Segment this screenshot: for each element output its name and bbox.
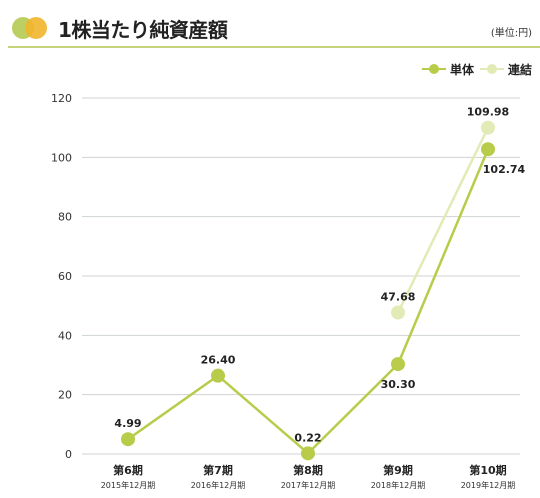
- x-subcategory-label: 2018年12月期: [371, 480, 426, 490]
- legend-single-label: 単体: [449, 62, 474, 77]
- x-category-label: 第7期: [203, 463, 233, 477]
- y-tick-label: 20: [58, 389, 72, 402]
- y-tick-label: 80: [58, 211, 72, 224]
- legend-consolidated-label: 連結: [507, 62, 532, 77]
- data-point-single: [211, 368, 225, 383]
- data-point-single: [301, 446, 315, 461]
- x-category-label: 第10期: [469, 463, 506, 477]
- page-title: 1株当たり純資産額: [58, 18, 228, 42]
- title-dots-icon: [12, 17, 52, 39]
- y-tick-label: 120: [51, 92, 72, 105]
- chart-header: 1株当たり純資産額 (単位:円): [0, 0, 540, 46]
- x-category-label: 第9期: [383, 463, 413, 477]
- data-label-consolidated: 47.68: [381, 291, 416, 304]
- data-label-consolidated: 109.98: [467, 106, 509, 119]
- x-category-label: 第8期: [293, 463, 323, 477]
- line-chart: 0 20 40 60 80 100 120 第6期 2015年12月期 第7期 2016年12月期 第…: [51, 92, 526, 490]
- data-point-single: [481, 142, 495, 157]
- legend-consolidated-marker-icon: [479, 64, 504, 74]
- x-subcategory-label: 2015年12月期: [101, 480, 156, 490]
- legend-item-single: 単体: [421, 61, 474, 78]
- data-point-consolidated: [391, 305, 405, 320]
- data-label-single: 4.99: [114, 417, 141, 430]
- data-point-consolidated: [481, 120, 495, 135]
- title-divider: [8, 46, 540, 48]
- x-subcategory-label: 2016年12月期: [191, 480, 246, 490]
- series-line-consolidated: [396, 127, 490, 314]
- data-label-single: 102.74: [483, 163, 526, 176]
- chart-legend: 単体 連結: [421, 60, 532, 78]
- series-line-single: [127, 148, 490, 456]
- data-point-single: [121, 432, 135, 447]
- data-point-single: [391, 357, 405, 372]
- orange-dot-icon: [25, 17, 47, 39]
- data-label-single: 30.30: [381, 378, 416, 391]
- y-tick-label: 100: [51, 151, 72, 164]
- legend-item-consolidated: 連結: [479, 61, 532, 78]
- y-tick-label: 0: [65, 448, 72, 461]
- data-label-single: 26.40: [201, 354, 236, 367]
- unit-label: (単位:円): [490, 28, 532, 39]
- x-subcategory-label: 2019年12月期: [461, 480, 516, 490]
- data-label-single: 0.22: [294, 431, 321, 444]
- y-tick-label: 60: [58, 270, 72, 283]
- y-tick-label: 40: [58, 329, 72, 342]
- x-subcategory-label: 2017年12月期: [281, 480, 336, 490]
- legend-single-marker-icon: [421, 64, 446, 74]
- x-category-label: 第6期: [113, 463, 143, 477]
